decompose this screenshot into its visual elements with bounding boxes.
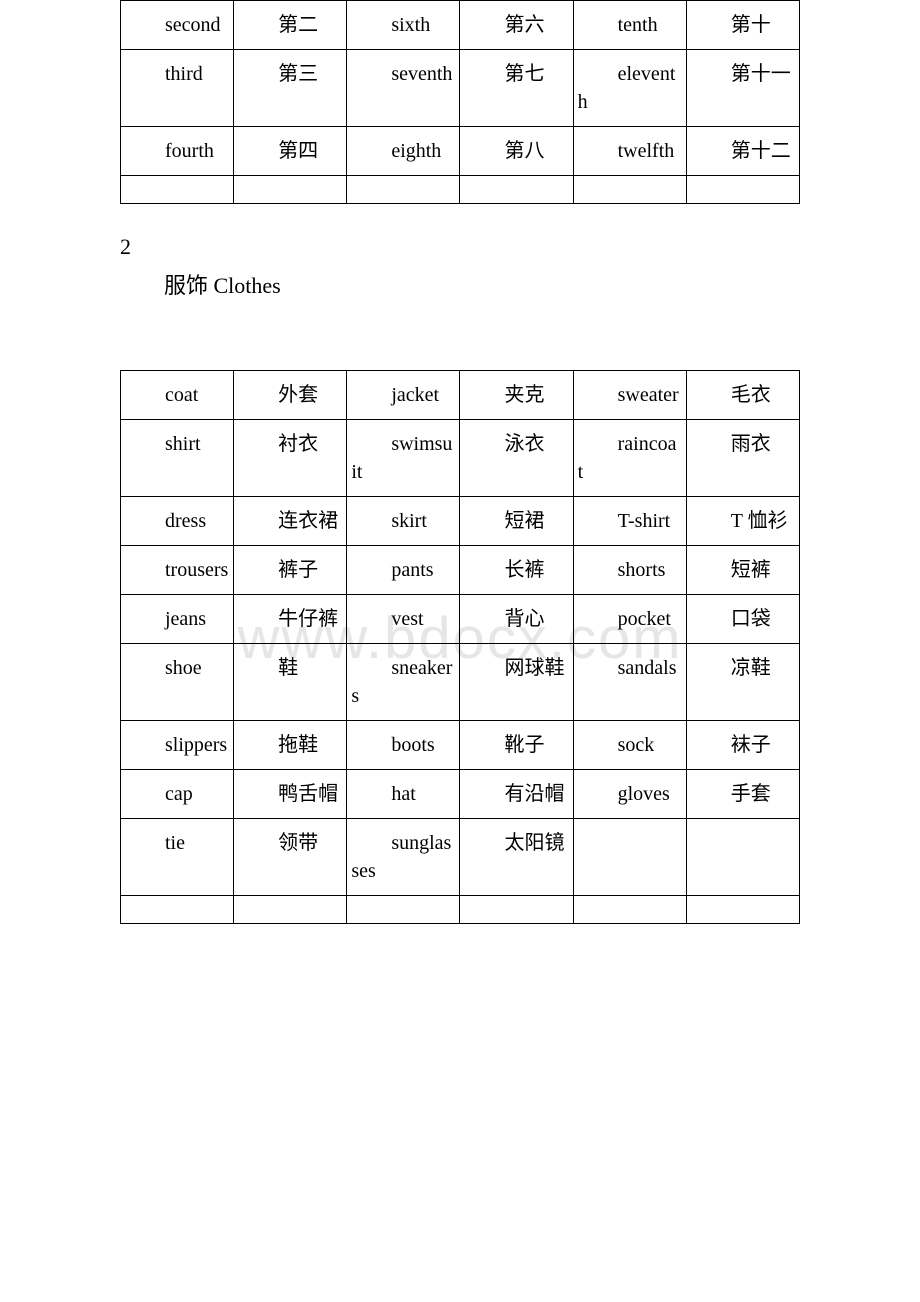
cell-zh: 手套 — [686, 770, 799, 819]
cell-en: hat — [347, 770, 460, 819]
cell-en: sandals — [573, 644, 686, 721]
table-row: cap 鸭舌帽 hat 有沿帽 gloves 手套 — [121, 770, 800, 819]
cell-en: third — [121, 50, 234, 127]
cell-zh: 第十 — [686, 1, 799, 50]
cell-en: boots — [347, 721, 460, 770]
table-row: jeans 牛仔裤 vest 背心 pocket 口袋 — [121, 595, 800, 644]
cell-en: skirt — [347, 497, 460, 546]
cell-en: gloves — [573, 770, 686, 819]
cell-en — [573, 819, 686, 896]
cell-en: raincoat — [573, 420, 686, 497]
cell-en: seventh — [347, 50, 460, 127]
cell-zh: 第三 — [234, 50, 347, 127]
cell-en: trousers — [121, 546, 234, 595]
cell-zh: 第十二 — [686, 127, 799, 176]
cell-en: sixth — [347, 1, 460, 50]
cell-en: pants — [347, 546, 460, 595]
cell-en: sunglasses — [347, 819, 460, 896]
cell-zh: 太阳镜 — [460, 819, 573, 896]
cell-en: shoe — [121, 644, 234, 721]
cell-zh: 鸭舌帽 — [234, 770, 347, 819]
cell-zh: 网球鞋 — [460, 644, 573, 721]
cell-en: sock — [573, 721, 686, 770]
cell-en: tie — [121, 819, 234, 896]
cell-en: second — [121, 1, 234, 50]
cell-en: pocket — [573, 595, 686, 644]
document-page: second 第二 sixth 第六 tenth 第十 third 第三 sev… — [0, 0, 920, 924]
cell-zh: 袜子 — [686, 721, 799, 770]
table-row: tie 领带 sunglasses 太阳镜 — [121, 819, 800, 896]
cell-zh: 短裙 — [460, 497, 573, 546]
cell-zh: 第十一 — [686, 50, 799, 127]
cell-en: shorts — [573, 546, 686, 595]
table-empty-row — [121, 176, 800, 204]
cell-zh: 长裤 — [460, 546, 573, 595]
cell-en: swimsuit — [347, 420, 460, 497]
cell-zh: 第七 — [460, 50, 573, 127]
cell-en: eighth — [347, 127, 460, 176]
table-row: shirt 衬衣 swimsuit 泳衣 raincoat 雨衣 — [121, 420, 800, 497]
table-row: second 第二 sixth 第六 tenth 第十 — [121, 1, 800, 50]
cell-zh: 有沿帽 — [460, 770, 573, 819]
cell-zh: 泳衣 — [460, 420, 573, 497]
cell-en: coat — [121, 371, 234, 420]
section-number: 2 — [120, 234, 800, 260]
cell-en: sweater — [573, 371, 686, 420]
cell-en: shirt — [121, 420, 234, 497]
cell-zh: 第四 — [234, 127, 347, 176]
ordinals-table: second 第二 sixth 第六 tenth 第十 third 第三 sev… — [120, 0, 800, 204]
table-row: trousers 裤子 pants 长裤 shorts 短裤 — [121, 546, 800, 595]
table-row: shoe 鞋 sneakers 网球鞋 sandals 凉鞋 — [121, 644, 800, 721]
cell-zh: 第八 — [460, 127, 573, 176]
cell-zh — [686, 819, 799, 896]
cell-zh: 拖鞋 — [234, 721, 347, 770]
cell-zh: 衬衣 — [234, 420, 347, 497]
cell-zh: 连衣裙 — [234, 497, 347, 546]
table-row: dress 连衣裙 skirt 短裙 T-shirt T 恤衫 — [121, 497, 800, 546]
cell-zh: 背心 — [460, 595, 573, 644]
cell-en: tenth — [573, 1, 686, 50]
cell-en: dress — [121, 497, 234, 546]
cell-en: eleventh — [573, 50, 686, 127]
cell-zh: 牛仔裤 — [234, 595, 347, 644]
table-row: fourth 第四 eighth 第八 twelfth 第十二 — [121, 127, 800, 176]
cell-en: slippers — [121, 721, 234, 770]
cell-zh: 第二 — [234, 1, 347, 50]
cell-en: twelfth — [573, 127, 686, 176]
cell-en: T-shirt — [573, 497, 686, 546]
cell-zh: 夹克 — [460, 371, 573, 420]
cell-zh: 鞋 — [234, 644, 347, 721]
cell-zh: 凉鞋 — [686, 644, 799, 721]
cell-zh: 口袋 — [686, 595, 799, 644]
section-title: 服饰 Clothes — [120, 268, 800, 300]
table-empty-row — [121, 896, 800, 924]
cell-zh: 靴子 — [460, 721, 573, 770]
cell-en: jacket — [347, 371, 460, 420]
table-row: third 第三 seventh 第七 eleventh 第十一 — [121, 50, 800, 127]
cell-en: jeans — [121, 595, 234, 644]
clothes-table: coat 外套 jacket 夹克 sweater 毛衣 shirt 衬衣 sw… — [120, 370, 800, 924]
cell-en: cap — [121, 770, 234, 819]
cell-en: sneakers — [347, 644, 460, 721]
cell-zh: 雨衣 — [686, 420, 799, 497]
cell-zh: 外套 — [234, 371, 347, 420]
cell-en: fourth — [121, 127, 234, 176]
cell-zh: 短裤 — [686, 546, 799, 595]
cell-zh: 第六 — [460, 1, 573, 50]
cell-en: vest — [347, 595, 460, 644]
table-row: slippers 拖鞋 boots 靴子 sock 袜子 — [121, 721, 800, 770]
cell-zh: T 恤衫 — [686, 497, 799, 546]
cell-zh: 毛衣 — [686, 371, 799, 420]
table-row: coat 外套 jacket 夹克 sweater 毛衣 — [121, 371, 800, 420]
cell-zh: 裤子 — [234, 546, 347, 595]
cell-zh: 领带 — [234, 819, 347, 896]
